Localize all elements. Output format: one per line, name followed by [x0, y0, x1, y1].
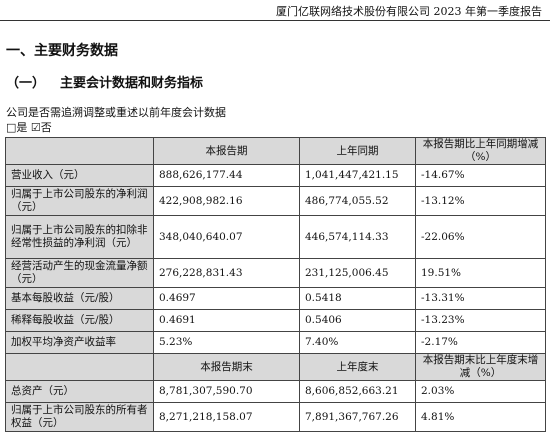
prior-value: 486,774,055.52	[299, 186, 416, 216]
table-row: 归属于上市公司股东的净利润（元） 422,908,982.16 486,774,…	[5, 186, 546, 216]
row-label: 稀释每股收益（元/股）	[5, 309, 154, 332]
adjustment-answer: □是 ☑否	[6, 121, 52, 134]
header-cell: 本报告期末	[153, 353, 300, 381]
table-row: 归属于上市公司股东的扣除非经常性损益的净利润（元） 348,040,640.07…	[5, 215, 546, 259]
table-row: 稀释每股收益（元/股） 0.4691 0.5406 -13.23%	[5, 309, 546, 332]
subsection-number: （一）	[6, 76, 46, 91]
prior-value: 0.5418	[299, 287, 416, 310]
current-value: 888,626,177.44	[153, 164, 300, 187]
change-value: 19.51%	[415, 258, 546, 288]
row-label: 加权平均净资产收益率	[5, 331, 154, 354]
header-cell: 上年度末	[299, 353, 416, 381]
row-label: 营业收入（元）	[5, 164, 154, 187]
page-header: 厦门亿联网络技术股份有限公司 2023 年第一季度报告	[0, 0, 550, 21]
prior-value: 231,125,006.45	[299, 258, 416, 288]
table-row: 总资产（元） 8,781,307,590.70 8,606,852,663.21…	[5, 380, 546, 403]
current-value: 0.4697	[153, 287, 300, 310]
row-label: 经营活动产生的现金流量净额（元）	[5, 258, 154, 288]
prior-value: 446,574,114.33	[299, 215, 416, 259]
table-header-row: 本报告期末 上年度末 本报告期末比上年度末增减（%）	[5, 353, 546, 381]
change-value: 4.81%	[415, 402, 546, 432]
current-value: 5.23%	[153, 331, 300, 354]
current-value: 348,040,640.07	[153, 215, 300, 259]
subsection-title: （一） 主要会计数据和财务指标	[6, 72, 203, 91]
header-cell: 本报告期末比上年度末增减（%）	[415, 353, 546, 381]
change-value: -13.12%	[415, 186, 546, 216]
header-cell: 上年同期	[299, 137, 416, 165]
row-label: 基本每股收益（元/股）	[5, 287, 154, 310]
current-value: 8,271,218,158.07	[153, 402, 300, 432]
row-label: 归属于上市公司股东的扣除非经常性损益的净利润（元）	[5, 215, 154, 259]
header-cell	[5, 353, 154, 381]
row-label: 归属于上市公司股东的所有者权益（元）	[5, 402, 154, 432]
header-title: 厦门亿联网络技术股份有限公司 2023 年第一季度报告	[276, 5, 542, 18]
table-row: 营业收入（元） 888,626,177.44 1,041,447,421.15 …	[5, 164, 546, 187]
table-row: 归属于上市公司股东的所有者权益（元） 8,271,218,158.07 7,89…	[5, 402, 546, 432]
change-value: 2.03%	[415, 380, 546, 403]
current-value: 0.4691	[153, 309, 300, 332]
section-title: 一、主要财务数据	[6, 43, 118, 59]
prior-value: 1,041,447,421.15	[299, 164, 416, 187]
change-value: -14.67%	[415, 164, 546, 187]
table-row: 基本每股收益（元/股） 0.4697 0.5418 -13.31%	[5, 287, 546, 310]
header-cell: 本报告期比上年同期增减（%）	[415, 137, 546, 165]
change-value: -2.17%	[415, 331, 546, 354]
table-row: 加权平均净资产收益率 5.23% 7.40% -2.17%	[5, 331, 546, 354]
current-value: 8,781,307,590.70	[153, 380, 300, 403]
current-value: 422,908,982.16	[153, 186, 300, 216]
subsection-text: 主要会计数据和财务指标	[60, 76, 204, 91]
header-cell	[5, 137, 154, 165]
change-value: -13.23%	[415, 309, 546, 332]
change-value: -13.31%	[415, 287, 546, 310]
adjustment-question: 公司是否需追溯调整或重述以前年度会计数据	[6, 106, 226, 119]
table-header-row: 本报告期 上年同期 本报告期比上年同期增减（%）	[5, 137, 546, 165]
table-row: 经营活动产生的现金流量净额（元） 276,228,831.43 231,125,…	[5, 258, 546, 288]
change-value: -22.06%	[415, 215, 546, 259]
row-label: 归属于上市公司股东的净利润（元）	[5, 186, 154, 216]
financial-data-table: 本报告期 上年同期 本报告期比上年同期增减（%） 营业收入（元） 888,626…	[5, 137, 546, 432]
header-cell: 本报告期	[153, 137, 300, 165]
prior-value: 7.40%	[299, 331, 416, 354]
row-label: 总资产（元）	[5, 380, 154, 403]
prior-value: 8,606,852,663.21	[299, 380, 416, 403]
current-value: 276,228,831.43	[153, 258, 300, 288]
prior-value: 7,891,367,767.26	[299, 402, 416, 432]
prior-value: 0.5406	[299, 309, 416, 332]
